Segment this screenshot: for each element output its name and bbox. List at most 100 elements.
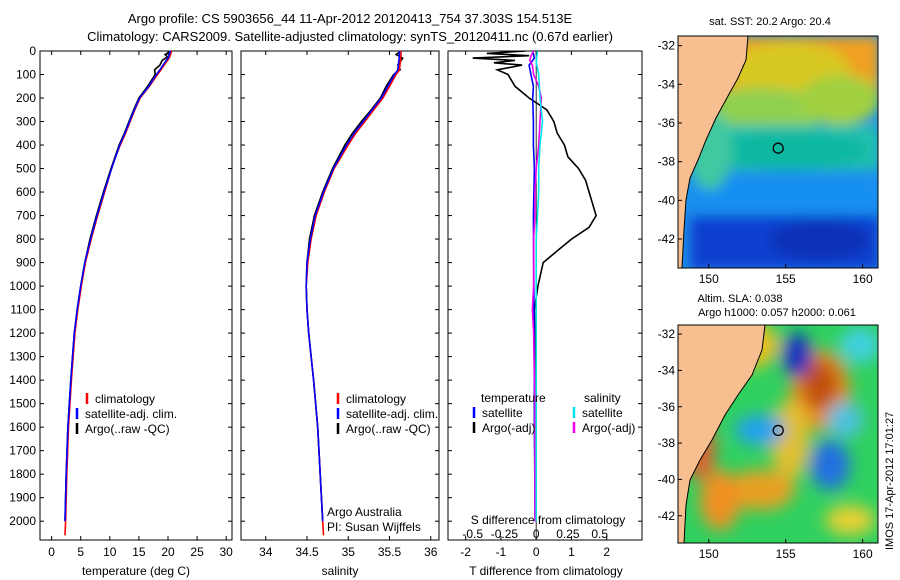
map-y-tick-label: -38 bbox=[658, 436, 676, 450]
temperature-satellite-line bbox=[64, 51, 172, 522]
salinity-axes-box bbox=[240, 50, 440, 541]
x-tick-label: 10 bbox=[103, 545, 117, 559]
sst-heatmap bbox=[678, 36, 878, 268]
argo-position-marker bbox=[772, 424, 784, 437]
x-tick-label: 34 bbox=[259, 545, 273, 559]
map-y-tick-label: -32 bbox=[658, 327, 676, 341]
x-tick-label: 34.5 bbox=[295, 545, 319, 559]
y-tick-label: 1900 bbox=[9, 491, 36, 505]
x-tick-label: -1 bbox=[496, 545, 507, 559]
legend-label-argo: Argo(..raw -QC) bbox=[346, 422, 431, 436]
sla-heatmap bbox=[678, 325, 878, 543]
sla-map-panel: Altim. SLA: 0.038 Argo h1000: 0.057 h200… bbox=[658, 293, 879, 561]
x-tick-label: 36 bbox=[424, 545, 438, 559]
x-tick-label: 35.5 bbox=[378, 545, 402, 559]
imos-timestamp: IMOS 17-Apr-2012 17:01:27 bbox=[884, 412, 896, 550]
sst-map-panel: sat. SST: 20.2 Argo: 20.4 150 155 160 -32 -3… bbox=[658, 16, 879, 286]
difference-xlabel: T difference from climatology bbox=[469, 564, 623, 578]
y-tick-label: 700 bbox=[16, 209, 36, 223]
y-tick-label: 1400 bbox=[9, 373, 36, 387]
sla-map-frame bbox=[677, 324, 879, 544]
difference-s-ticks: -0.5 -0.25 0 0.25 0.5 bbox=[462, 527, 608, 541]
legend-label-temp-argo: Argo(-adj) bbox=[482, 421, 535, 435]
difference-xlabel-salinity: S difference from climatology bbox=[471, 513, 626, 527]
legend-label-satellite: satellite-adj. clim. bbox=[346, 407, 438, 421]
sla-map-ticks: 150 155 160 -32 -34 -36 -38 -40 -42 bbox=[658, 327, 873, 561]
y-tick-label: 1500 bbox=[9, 397, 36, 411]
x-tick-label: 25 bbox=[190, 545, 204, 559]
difference-legend: temperature satellite Argo(-adj) salinit… bbox=[472, 391, 635, 435]
y-tick-label: 100 bbox=[16, 68, 36, 82]
temperature-xlabel: temperature (deg C) bbox=[82, 564, 190, 578]
map-y-tick-label: -36 bbox=[658, 400, 676, 414]
s-tick-label: -0.5 bbox=[462, 527, 483, 541]
y-tick-label: 900 bbox=[16, 256, 36, 270]
y-tick-label: 1000 bbox=[9, 279, 36, 293]
legend-label-climatology: climatology bbox=[346, 392, 406, 406]
map-x-tick-label: 155 bbox=[776, 272, 796, 286]
salinity-y-ticks bbox=[241, 50, 439, 522]
y-tick-label: 1200 bbox=[9, 326, 36, 340]
y-tick-label: 200 bbox=[16, 91, 36, 105]
map-x-tick-label: 155 bbox=[776, 547, 796, 561]
x-tick-label: 0 bbox=[48, 545, 55, 559]
temperature-x-ticks: 0 5 10 15 20 25 30 bbox=[48, 51, 233, 559]
salinity-x-ticks: 34 34.5 35 35.5 36 bbox=[259, 51, 438, 559]
salinity-argo-line bbox=[305, 51, 404, 522]
x-tick-label: 20 bbox=[161, 545, 175, 559]
temperature-y-ticks: 0 100 200 300 400 500 600 700 800 900 1000 1100 1200… bbox=[9, 44, 232, 528]
x-tick-label: 35 bbox=[342, 545, 356, 559]
y-tick-label: 1600 bbox=[9, 420, 36, 434]
difference-axes-box bbox=[447, 50, 643, 541]
title-line2: Climatology: CARS2009. Satellite-adjuste… bbox=[87, 29, 613, 44]
map-y-tick-label: -38 bbox=[658, 155, 676, 169]
difference-panel: -2 -1 0 1 2 -0.5 -0.25 0 0.25 0.5 T difference f… bbox=[447, 50, 643, 578]
x-tick-label: 5 bbox=[77, 545, 84, 559]
map-x-tick-label: 150 bbox=[699, 272, 719, 286]
x-tick-label: 15 bbox=[132, 545, 146, 559]
map-y-tick-label: -40 bbox=[658, 472, 676, 486]
sst-map-title: sat. SST: 20.2 Argo: 20.4 bbox=[709, 16, 831, 28]
y-tick-label: 300 bbox=[16, 115, 36, 129]
y-tick-label: 0 bbox=[29, 44, 36, 58]
sla-map-title2: Argo h1000: 0.057 h2000: 0.061 bbox=[698, 307, 856, 319]
temperature-climatology-line bbox=[64, 51, 173, 536]
map-y-tick-label: -40 bbox=[658, 193, 676, 207]
sst-map-frame bbox=[677, 35, 879, 269]
legend-label-sal-satellite: satellite bbox=[582, 406, 623, 420]
map-y-tick-label: -36 bbox=[658, 116, 676, 130]
pi-label: PI: Susan Wijffels bbox=[327, 520, 421, 534]
difference-y-ticks bbox=[448, 50, 642, 522]
land-mass bbox=[678, 325, 766, 543]
temperature-axes-box bbox=[39, 50, 233, 541]
salinity-climatology-line bbox=[305, 51, 402, 536]
x-tick-label: 30 bbox=[220, 545, 234, 559]
legend-title-temperature: temperature bbox=[481, 391, 546, 405]
y-tick-label: 500 bbox=[16, 162, 36, 176]
x-tick-label: 1 bbox=[568, 545, 575, 559]
x-tick-label: -2 bbox=[460, 545, 471, 559]
map-y-tick-label: -42 bbox=[658, 509, 676, 523]
temperature-panel: 0100200300400500600700800900100011001200… bbox=[9, 44, 233, 578]
s-tick-label: -0.25 bbox=[491, 527, 519, 541]
temperature-legend: climatology satellite-adj. clim. Argo(..… bbox=[75, 392, 177, 436]
map-y-tick-label: -34 bbox=[658, 363, 676, 377]
x-tick-label: 0 bbox=[533, 545, 540, 559]
legend-label-climatology: climatology bbox=[95, 392, 155, 406]
difference-salinity-argo-line bbox=[528, 51, 543, 522]
title-line1: Argo profile: CS 5903656_44 11-Apr-2012 … bbox=[128, 11, 573, 26]
difference-temperature-argo-line bbox=[472, 51, 597, 522]
map-x-tick-label: 160 bbox=[853, 547, 873, 561]
s-tick-label: 0.5 bbox=[591, 527, 608, 541]
y-tick-label: 1300 bbox=[9, 350, 36, 364]
map-y-tick-label: -42 bbox=[658, 232, 676, 246]
map-x-tick-label: 160 bbox=[853, 272, 873, 286]
map-x-tick-label: 150 bbox=[699, 547, 719, 561]
y-tick-label: 2000 bbox=[9, 514, 36, 528]
legend-label-sal-argo: Argo(-adj) bbox=[582, 421, 635, 435]
difference-salinity-satellite-line bbox=[535, 51, 544, 522]
sst-map-ticks: 150 155 160 -32 -34 -36 -38 -40 -42 bbox=[658, 39, 873, 286]
x-tick-label: 2 bbox=[603, 545, 610, 559]
y-tick-label: 1700 bbox=[9, 444, 36, 458]
